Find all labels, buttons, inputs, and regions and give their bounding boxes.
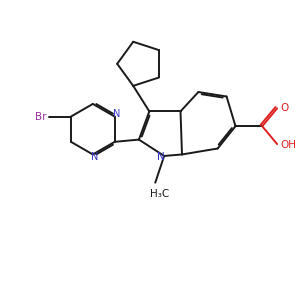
Text: N: N	[112, 109, 120, 118]
Text: N: N	[157, 152, 164, 162]
Text: O: O	[280, 103, 288, 113]
Text: H₃C: H₃C	[150, 189, 169, 199]
Text: OH: OH	[280, 140, 296, 150]
Text: N: N	[91, 152, 98, 162]
Text: Br: Br	[35, 112, 46, 122]
